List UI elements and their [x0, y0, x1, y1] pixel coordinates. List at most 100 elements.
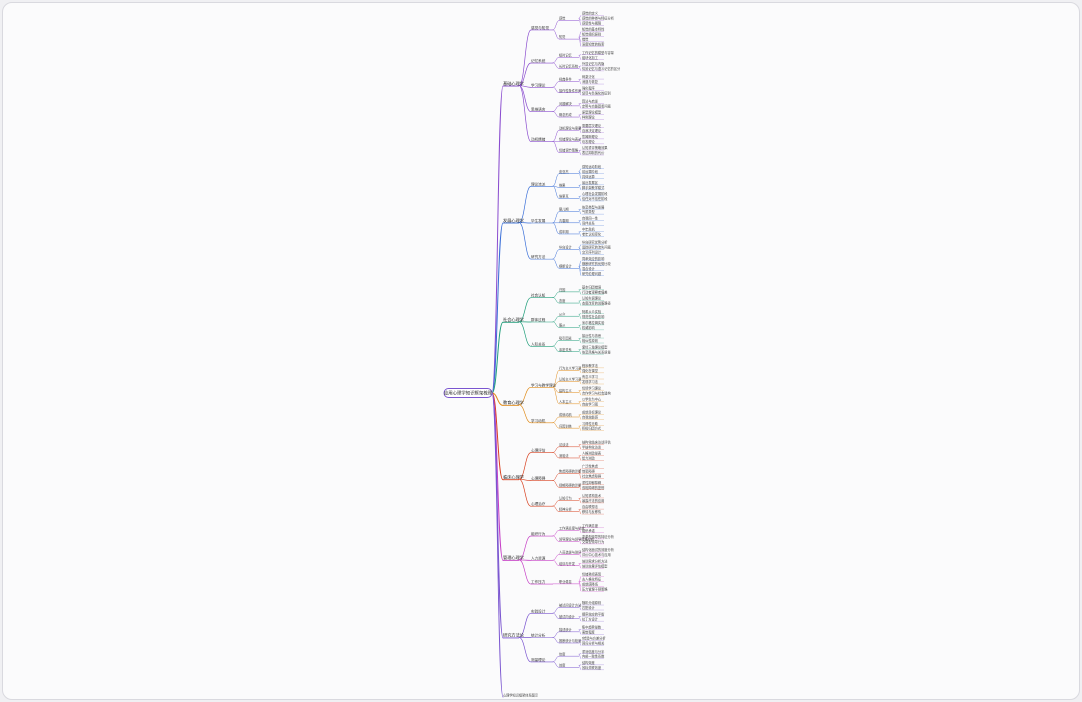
leaf-node[interactable]: 惊恐障碍 — [582, 469, 596, 474]
branch-node[interactable]: 教育心理学 — [503, 399, 524, 406]
leaf-node[interactable]: 成就感降低 — [582, 581, 599, 586]
topic-node[interactable]: 概念形成 — [559, 112, 573, 117]
leaf-node[interactable]: 移情与反移情 — [582, 509, 602, 514]
leaf-node[interactable]: 回归分析与相关 — [582, 641, 605, 646]
subtopic-node[interactable]: 心理治疗 — [531, 501, 546, 506]
leaf-node[interactable]: 纵向研究优势分析 — [582, 240, 608, 245]
leaf-node[interactable]: 情绪耗竭表现 — [582, 572, 602, 577]
branch-node[interactable]: 管理心理学 — [503, 554, 524, 561]
leaf-node[interactable]: 培训效果评估模型 — [582, 563, 608, 568]
leaf-node[interactable]: 中年危机 — [582, 227, 596, 232]
subtopic-node[interactable]: 人力资源 — [531, 555, 546, 560]
leaf-node[interactable]: 结构化面试的效度分析 — [582, 547, 615, 552]
subtopic-node[interactable]: 统计分析 — [531, 633, 546, 638]
topic-node[interactable]: 知觉 — [559, 34, 566, 39]
leaf-node[interactable]: 感觉的种类与特征分析 — [582, 16, 615, 21]
topic-node[interactable]: 服从 — [559, 322, 566, 327]
topic-node[interactable]: 婴儿期 — [559, 207, 569, 212]
topic-node[interactable]: 推断统计与检验 — [559, 638, 582, 643]
leaf-node[interactable]: 相似性原则 — [582, 338, 598, 343]
leaf-node[interactable]: 工作满意度 — [582, 523, 599, 528]
leaf-node[interactable]: 习得性无助 — [582, 421, 598, 426]
footer-node[interactable]: 心理学知识框架体系图示 — [503, 693, 538, 698]
leaf-node[interactable]: 积极归因方式 — [582, 426, 602, 431]
leaf-node[interactable]: 追踪研究的流失问题 — [582, 245, 611, 250]
leaf-node[interactable]: 感觉的定义 — [582, 11, 599, 16]
subtopic-node[interactable]: 心理障碍 — [531, 476, 546, 481]
topic-node[interactable]: 成就动机 — [559, 412, 573, 417]
leaf-node[interactable]: 结构化临床访谈评估 — [582, 439, 611, 444]
subtopic-node[interactable]: 学习与教学理论 — [531, 382, 557, 387]
leaf-node[interactable]: 坎农理论 — [582, 139, 596, 144]
topic-node[interactable]: 亲密关系 — [559, 347, 572, 352]
topic-node[interactable]: 归因 — [559, 287, 565, 292]
subtopic-node[interactable]: 动机情绪 — [531, 137, 546, 142]
leaf-node[interactable]: 米尔格拉姆实验 — [582, 320, 605, 325]
leaf-node[interactable]: 权威影响 — [582, 325, 595, 330]
leaf-node[interactable]: 刺激泛化 — [582, 74, 596, 79]
leaf-node[interactable]: 阿希从众实验 — [582, 309, 602, 314]
leaf-node[interactable]: 算法与启发 — [582, 98, 599, 103]
leaf-node[interactable]: 爱情三角理论模型 — [582, 344, 608, 349]
topic-node[interactable]: 认知主义学习观 — [559, 377, 582, 382]
leaf-node[interactable]: 自由学习观 — [582, 401, 599, 406]
leaf-node[interactable]: 重测信度与分半 — [582, 649, 605, 654]
topic-node[interactable]: 感觉 — [559, 16, 566, 21]
leaf-node[interactable]: 随机分组原则 — [582, 600, 601, 605]
leaf-node[interactable]: 定势与功能固着问题 — [582, 103, 611, 108]
leaf-node[interactable]: 评价中心技术与应用 — [582, 552, 611, 557]
leaf-node[interactable]: 自由联想法 — [582, 504, 598, 509]
subtopic-node[interactable]: 感觉与知觉 — [531, 25, 549, 30]
leaf-node[interactable]: 自我同一性 — [582, 215, 599, 220]
topic-node[interactable]: 情绪调节策略 — [559, 148, 579, 153]
subtopic-node[interactable]: 毕生发展 — [531, 218, 546, 223]
leaf-node[interactable]: 半结构化访谈 — [582, 444, 602, 449]
leaf-node[interactable]: 组织承诺 — [582, 528, 596, 533]
subtopic-node[interactable]: 理论流派 — [531, 181, 546, 186]
leaf-node[interactable]: 认知重评策略效果 — [582, 145, 608, 150]
topic-node[interactable]: 焦虑障碍的诊断 — [559, 469, 582, 474]
topic-node[interactable]: 测验法 — [559, 453, 569, 458]
topic-node[interactable]: 人员选拔与测评 — [559, 550, 582, 555]
topic-node[interactable]: 效度 — [559, 662, 566, 667]
leaf-node[interactable]: 依恋类型与发展 — [582, 204, 605, 209]
leaf-node[interactable]: 感知运动阶段 — [582, 164, 602, 169]
leaf-node[interactable]: 感受性与阈限 — [582, 21, 602, 26]
leaf-node[interactable]: 强化在课堂 — [582, 368, 598, 373]
topic-node[interactable]: 长时记忆系统 — [559, 64, 579, 69]
topic-node[interactable]: 成年期 — [559, 229, 569, 234]
leaf-node[interactable]: 情景记忆与语义记忆的区分 — [582, 66, 621, 71]
leaf-node[interactable]: 惩罚与负强化的区别 — [582, 90, 611, 95]
topic-node[interactable]: 态度 — [559, 298, 566, 303]
leaf-node[interactable]: 气质类型 — [582, 209, 596, 214]
leaf-node[interactable]: 离散程度 — [582, 629, 596, 634]
leaf-node[interactable]: 自我效能感 — [582, 415, 599, 420]
subtopic-node[interactable]: 工作压力 — [531, 579, 546, 584]
topic-node[interactable]: 情绪理论与表达 — [559, 136, 582, 141]
subtopic-node[interactable]: 心理评估 — [531, 448, 546, 453]
subtopic-node[interactable]: 研究方法 — [531, 254, 546, 259]
leaf-node[interactable]: 暴露疗法的应用 — [582, 498, 604, 503]
branch-node[interactable]: 社会心理学 — [503, 316, 524, 323]
leaf-node[interactable]: 内部一致性系数 — [582, 654, 605, 659]
topic-node[interactable]: 人本主义 — [559, 399, 573, 404]
leaf-node[interactable]: 接近性与熟悉 — [582, 333, 602, 338]
leaf-node[interactable]: 基本归因错误 — [582, 284, 602, 289]
topic-node[interactable]: 皮亚杰 — [559, 169, 569, 174]
leaf-node[interactable]: 匹配设计 — [582, 605, 596, 610]
leaf-node[interactable]: 压力管理干预策略 — [582, 586, 608, 591]
topic-node[interactable]: 精神分析 — [559, 507, 573, 512]
leaf-node[interactable]: 同辈效应的影响 — [582, 256, 604, 261]
subtopic-node[interactable]: 人际关系 — [531, 341, 546, 346]
leaf-node[interactable]: 工作记忆的模型与容量 — [582, 50, 615, 55]
leaf-node[interactable]: 样例理论 — [582, 115, 596, 120]
topic-node[interactable]: 抑郁障碍的诊断 — [559, 482, 582, 487]
topic-node[interactable]: 维果 — [559, 182, 566, 187]
leaf-node[interactable]: 心理社会发展阶段 — [582, 191, 608, 196]
leaf-node[interactable]: 变革型领导的特征分析 — [582, 534, 615, 539]
leaf-node[interactable]: 具体运算 — [582, 174, 596, 179]
topic-node[interactable]: 工作满意度与绩效 — [559, 525, 585, 530]
leaf-node[interactable]: 智力测验 — [582, 456, 596, 461]
topic-node[interactable]: 培训与开发 — [559, 561, 576, 566]
